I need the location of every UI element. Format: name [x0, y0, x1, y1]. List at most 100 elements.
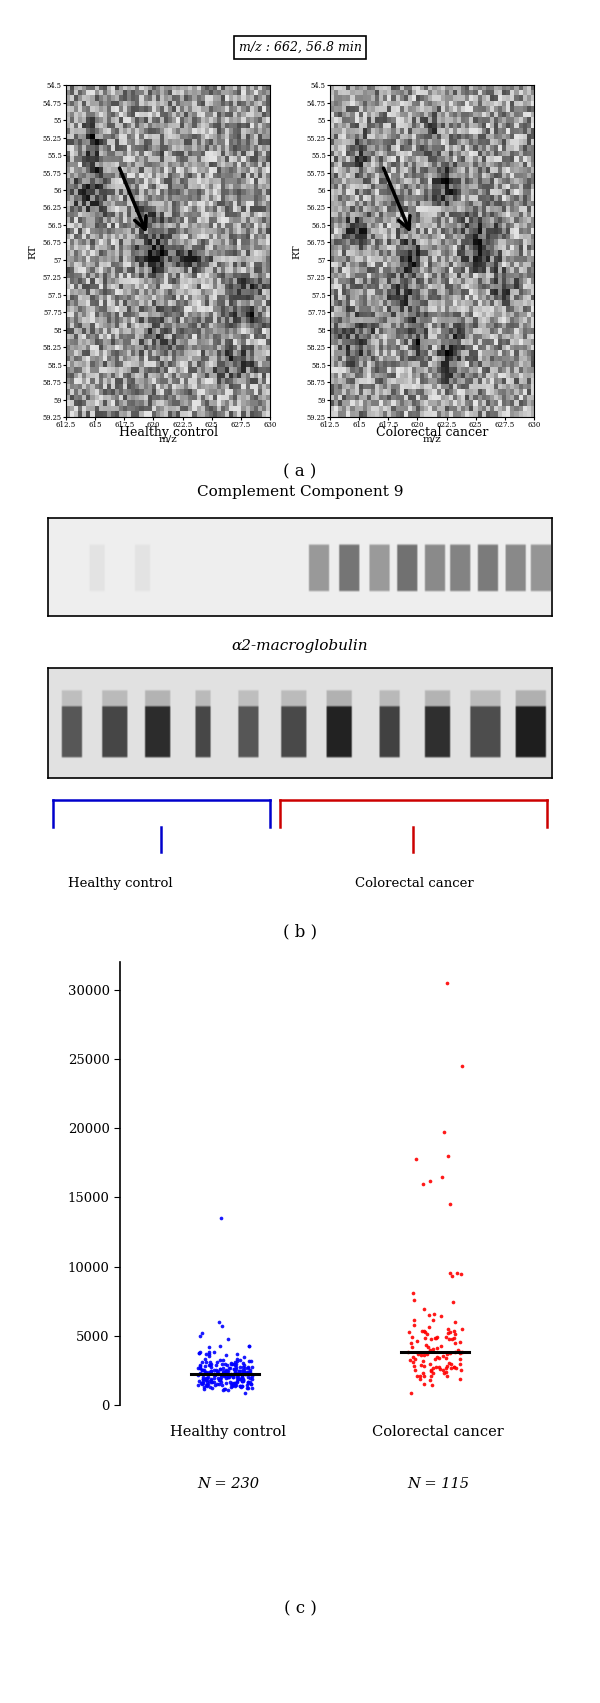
Point — [196, 1352, 205, 1379]
Point — [230, 1356, 239, 1383]
Point — [243, 1354, 253, 1381]
Point — [419, 1316, 428, 1344]
Text: Colorectal cancer: Colorectal cancer — [372, 1425, 504, 1439]
Text: ( c ): ( c ) — [284, 1601, 316, 1618]
Point — [223, 1357, 232, 1385]
Point — [238, 1366, 247, 1393]
Point — [195, 1352, 205, 1379]
Point — [206, 1357, 216, 1385]
Point — [450, 1330, 460, 1357]
Point — [219, 1376, 229, 1403]
Point — [246, 1371, 256, 1398]
Point — [228, 1362, 238, 1390]
Point — [419, 1342, 428, 1369]
Point — [214, 1357, 223, 1385]
Point — [445, 1318, 455, 1345]
Point — [406, 1347, 415, 1374]
Point — [194, 1339, 204, 1366]
Point — [223, 1362, 232, 1390]
Point — [215, 1366, 225, 1393]
Point — [200, 1345, 210, 1373]
Point — [416, 1364, 425, 1391]
X-axis label: m/z: m/z — [158, 434, 178, 444]
Point — [239, 1359, 249, 1386]
Point — [445, 1349, 454, 1376]
Point — [455, 1328, 465, 1356]
Y-axis label: RT: RT — [28, 244, 37, 259]
Point — [239, 1344, 248, 1371]
Point — [215, 1366, 225, 1393]
Point — [204, 1342, 214, 1369]
Point — [236, 1373, 246, 1400]
Point — [416, 1342, 426, 1369]
Point — [247, 1352, 256, 1379]
Point — [428, 1335, 438, 1362]
Text: Healthy control: Healthy control — [170, 1425, 286, 1439]
Point — [437, 1163, 446, 1190]
Point — [409, 1352, 419, 1379]
Point — [201, 1359, 211, 1386]
Point — [223, 1352, 232, 1379]
Point — [227, 1369, 237, 1396]
Point — [247, 1362, 257, 1390]
Point — [195, 1359, 205, 1386]
Point — [197, 1320, 206, 1347]
Point — [453, 1337, 463, 1364]
Point — [204, 1352, 214, 1379]
Point — [201, 1366, 211, 1393]
Point — [409, 1311, 419, 1339]
Point — [225, 1354, 235, 1381]
Point — [194, 1339, 203, 1366]
Point — [457, 1315, 467, 1342]
Point — [220, 1350, 230, 1378]
Point — [194, 1368, 204, 1395]
Point — [202, 1371, 212, 1398]
Point — [206, 1373, 215, 1400]
Point — [215, 1332, 225, 1359]
Point — [241, 1379, 250, 1407]
Point — [201, 1371, 211, 1398]
Point — [205, 1359, 215, 1386]
Point — [239, 1357, 249, 1385]
Point — [229, 1369, 239, 1396]
Point — [432, 1344, 442, 1371]
Point — [198, 1366, 208, 1393]
Point — [205, 1349, 215, 1376]
Point — [201, 1364, 211, 1391]
Point — [199, 1376, 209, 1403]
Text: N = 230: N = 230 — [197, 1477, 259, 1490]
Point — [223, 1376, 233, 1403]
Point — [422, 1340, 432, 1368]
Point — [436, 1303, 446, 1330]
Point — [445, 1190, 455, 1218]
Point — [219, 1361, 229, 1388]
Point — [226, 1361, 236, 1388]
Point — [229, 1356, 239, 1383]
Point — [442, 1354, 451, 1381]
Point — [206, 1368, 215, 1395]
Point — [434, 1352, 443, 1379]
Point — [428, 1306, 438, 1333]
Point — [443, 1320, 453, 1347]
Point — [221, 1369, 230, 1396]
Point — [426, 1362, 436, 1390]
Point — [220, 1376, 229, 1403]
Point — [412, 1144, 421, 1172]
Point — [406, 1379, 416, 1407]
Point — [200, 1357, 210, 1385]
Point — [410, 1345, 420, 1373]
Point — [220, 1362, 229, 1390]
Point — [420, 1318, 430, 1345]
Point — [223, 1325, 233, 1352]
Text: N = 115: N = 115 — [407, 1477, 469, 1490]
Point — [214, 1371, 223, 1398]
Point — [202, 1340, 211, 1368]
Point — [229, 1350, 238, 1378]
Point — [432, 1323, 442, 1350]
Point — [409, 1286, 419, 1313]
Point — [218, 1359, 227, 1386]
Point — [224, 1362, 233, 1390]
Point — [197, 1369, 206, 1396]
Point — [408, 1344, 418, 1371]
Point — [208, 1374, 217, 1402]
